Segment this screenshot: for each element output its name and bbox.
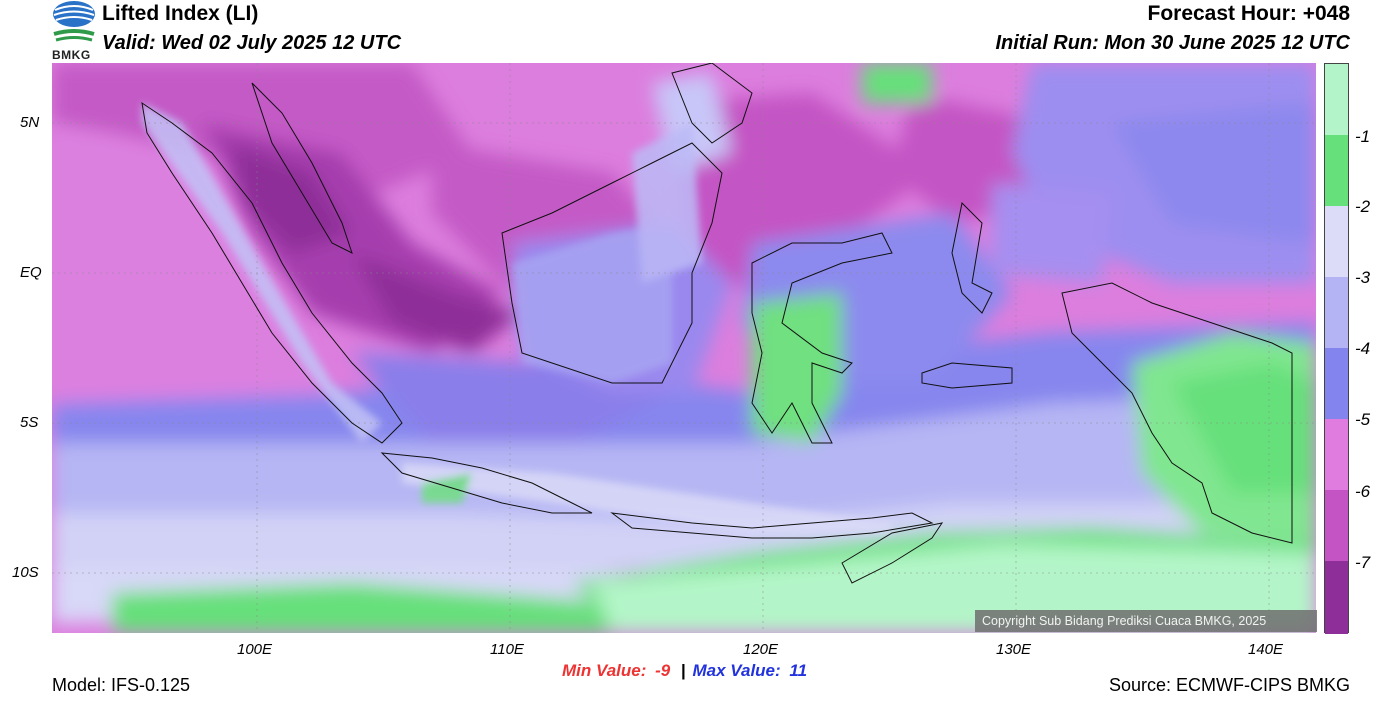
colorbar-segment: [1325, 277, 1348, 348]
lon-label-110e: 110E: [490, 641, 524, 658]
forecast-hour: Forecast Hour: +048: [1147, 2, 1351, 25]
min-value: -9: [655, 661, 671, 680]
min-max-summary: Min Value: -9 | Max Value: 11: [562, 661, 807, 681]
initial-run: Initial Run: Mon 30 June 2025 12 UTC: [995, 32, 1350, 54]
colorbar-segment: [1325, 419, 1348, 490]
data-source: Source: ECMWF-CIPS BMKG: [1108, 675, 1350, 695]
coastlines: [141, 63, 1293, 584]
min-max-separator: |: [680, 661, 686, 680]
lat-label-10s: 10S: [12, 564, 39, 581]
lon-label-100e: 100E: [237, 641, 273, 658]
model-name: Model: IFS-0.125: [52, 675, 191, 695]
colorbar-segment: [1325, 561, 1348, 634]
colorbar: [1324, 63, 1349, 634]
colorbar-label: -2: [1355, 197, 1371, 216]
colorbar-segment: [1325, 135, 1348, 206]
lon-label-140e: 140E: [1248, 641, 1284, 658]
colorbar-label: -5: [1355, 410, 1371, 429]
colorbar-label: -3: [1355, 268, 1371, 287]
colorbar-segment: [1325, 64, 1348, 135]
lifted-index-map: [52, 63, 1316, 633]
colorbar-segment: [1325, 490, 1348, 561]
copyright-note: Copyright Sub Bidang Prediksi Cuaca BMKG…: [975, 610, 1317, 632]
lat-label-5n: 5N: [20, 114, 40, 131]
map-title: Lifted Index (LI): [102, 2, 259, 25]
colorbar-label: -6: [1355, 482, 1371, 501]
lat-label-eq: EQ: [20, 264, 42, 281]
lat-label-5s: 5S: [20, 414, 39, 431]
max-value: 11: [789, 661, 808, 680]
min-value-label: Min Value:: [562, 661, 647, 680]
valid-time: Valid: Wed 02 July 2025 12 UTC: [102, 32, 402, 54]
colorbar-segment: [1325, 348, 1348, 419]
max-value-label: Max Value:: [692, 661, 781, 680]
colorbar-label: -7: [1355, 553, 1371, 572]
logo-text: BMKG: [52, 48, 91, 62]
colorbar-label: -4: [1355, 339, 1371, 358]
lon-label-120e: 120E: [743, 641, 779, 658]
bmkg-logo: [53, 1, 95, 42]
lon-label-130e: 130E: [996, 641, 1032, 658]
colorbar-segment: [1325, 206, 1348, 277]
colorbar-label: -1: [1355, 127, 1371, 146]
